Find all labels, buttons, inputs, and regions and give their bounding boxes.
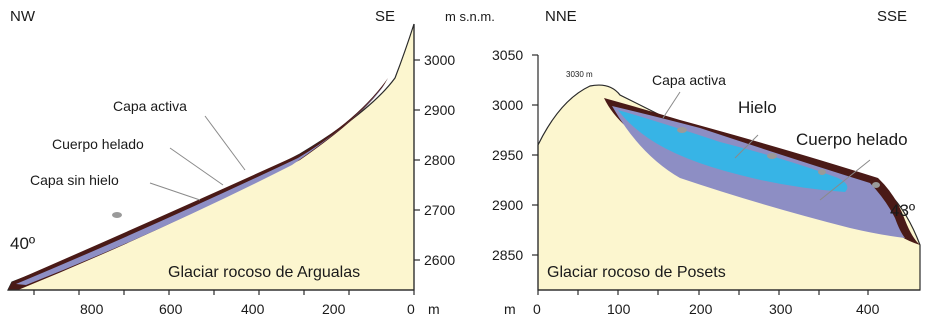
posets-y-tick-label: 2950 — [492, 147, 523, 163]
posets-y-tick-label: 2850 — [492, 247, 523, 263]
posets-boulder — [818, 169, 826, 175]
argualas-title: Glaciar rocoso de Argualas — [168, 264, 360, 281]
argualas-terrain — [7, 23, 415, 291]
posets-y-tick-label: 2900 — [492, 197, 523, 213]
argualas-active-layer — [8, 78, 388, 290]
posets-title: Glaciar rocoso de Posets — [547, 264, 726, 281]
argualas-leader-unfrozen — [149, 182, 201, 201]
posets-x-tick-label: 100 — [607, 301, 631, 317]
posets-leader-ice — [734, 134, 759, 159]
posets-x-tick-label: 0 — [533, 301, 541, 317]
posets-boulder — [677, 127, 687, 133]
argualas-boulder — [112, 212, 122, 218]
posets-leader-active — [662, 91, 681, 119]
argualas-label-active: Capa activa — [113, 98, 187, 114]
argualas-y-tick-label: 2600 — [424, 252, 455, 268]
argualas-x-tick-label: 200 — [322, 301, 346, 317]
posets-slope-angle: 43º — [890, 201, 915, 220]
argualas-y-tick-label: 2700 — [424, 202, 455, 218]
posets-y-tick-label: 3000 — [492, 97, 523, 113]
argualas-leader-active — [204, 115, 246, 171]
argualas-dir-left: NW — [10, 8, 36, 25]
argualas-y-tick-label: 2900 — [424, 102, 455, 118]
posets-dir-right: SSE — [877, 8, 907, 25]
posets-x-tick-label: 200 — [689, 301, 713, 317]
posets-y-tick-label: 3050 — [492, 47, 523, 63]
argualas-slope-angle: 40º — [10, 234, 35, 253]
posets-panel: NNE SSE 3030 m Capa activa Hielo Cuerpo … — [492, 8, 921, 317]
argualas-y-tick-label: 2800 — [424, 152, 455, 168]
argualas-leader-frozen — [169, 147, 224, 186]
posets-label-ice: Hielo — [738, 98, 777, 117]
argualas-panel: NW SE Capa activa Cuerpo helado Capa sin… — [7, 8, 495, 317]
posets-leader-frozen — [819, 159, 871, 201]
posets-label-frozen: Cuerpo helado — [796, 130, 908, 149]
posets-x-tick-label: 300 — [769, 301, 793, 317]
argualas-label-unfrozen: Capa sin hielo — [30, 172, 119, 188]
argualas-y-unit: m s.n.m. — [445, 9, 495, 24]
posets-boulder — [872, 182, 880, 188]
posets-label-active: Capa activa — [652, 72, 726, 88]
argualas-dir-right: SE — [375, 8, 395, 25]
argualas-label-frozen: Cuerpo helado — [52, 136, 144, 152]
posets-x-unit: m — [504, 301, 516, 317]
argualas-x-tick-label: 800 — [80, 301, 104, 317]
argualas-x-unit: m — [428, 301, 440, 317]
posets-dir-left: NNE — [545, 8, 577, 25]
argualas-x-tick-label: 600 — [159, 301, 183, 317]
argualas-x-tick-label: 400 — [241, 301, 265, 317]
argualas-y-tick-label: 3000 — [424, 52, 455, 68]
posets-summit-label: 3030 m — [566, 70, 593, 79]
posets-x-tick-label: 400 — [856, 301, 880, 317]
argualas-x-tick-label: 0 — [407, 301, 415, 317]
posets-boulder — [767, 153, 777, 159]
posets-ice-lens — [618, 110, 848, 192]
